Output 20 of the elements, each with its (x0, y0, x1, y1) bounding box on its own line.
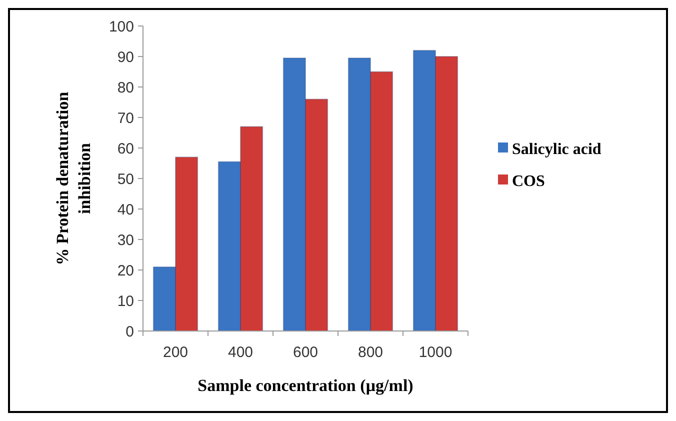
x-tick-label: 600 (292, 344, 318, 361)
y-tick-label: 20 (117, 262, 134, 280)
y-tick-label: 80 (117, 79, 134, 96)
y-tick-label: 100 (108, 18, 134, 36)
x-tick-label: 400 (228, 344, 254, 361)
y-tick-label: 60 (117, 140, 134, 158)
y-tick-label: 30 (117, 232, 134, 249)
y-tick-label: 40 (117, 201, 134, 218)
y-tick-label: 0 (126, 323, 134, 340)
legend-label: COS (512, 173, 545, 190)
y-tick-label: 70 (117, 110, 134, 127)
y-tick-label: 10 (117, 292, 134, 310)
y-tick-label: 50 (117, 170, 134, 188)
x-tick-label: 1000 (418, 344, 452, 361)
x-tick-label: 200 (162, 344, 188, 361)
x-tick-label: 800 (358, 344, 384, 361)
legend-label: Salicylic acid (512, 141, 602, 158)
x-axis-title: Sample concentration (µg/ml) (198, 376, 414, 395)
y-axis-title: % Protein denaturation inhibition (53, 91, 94, 266)
y-tick-label: 90 (117, 48, 134, 66)
